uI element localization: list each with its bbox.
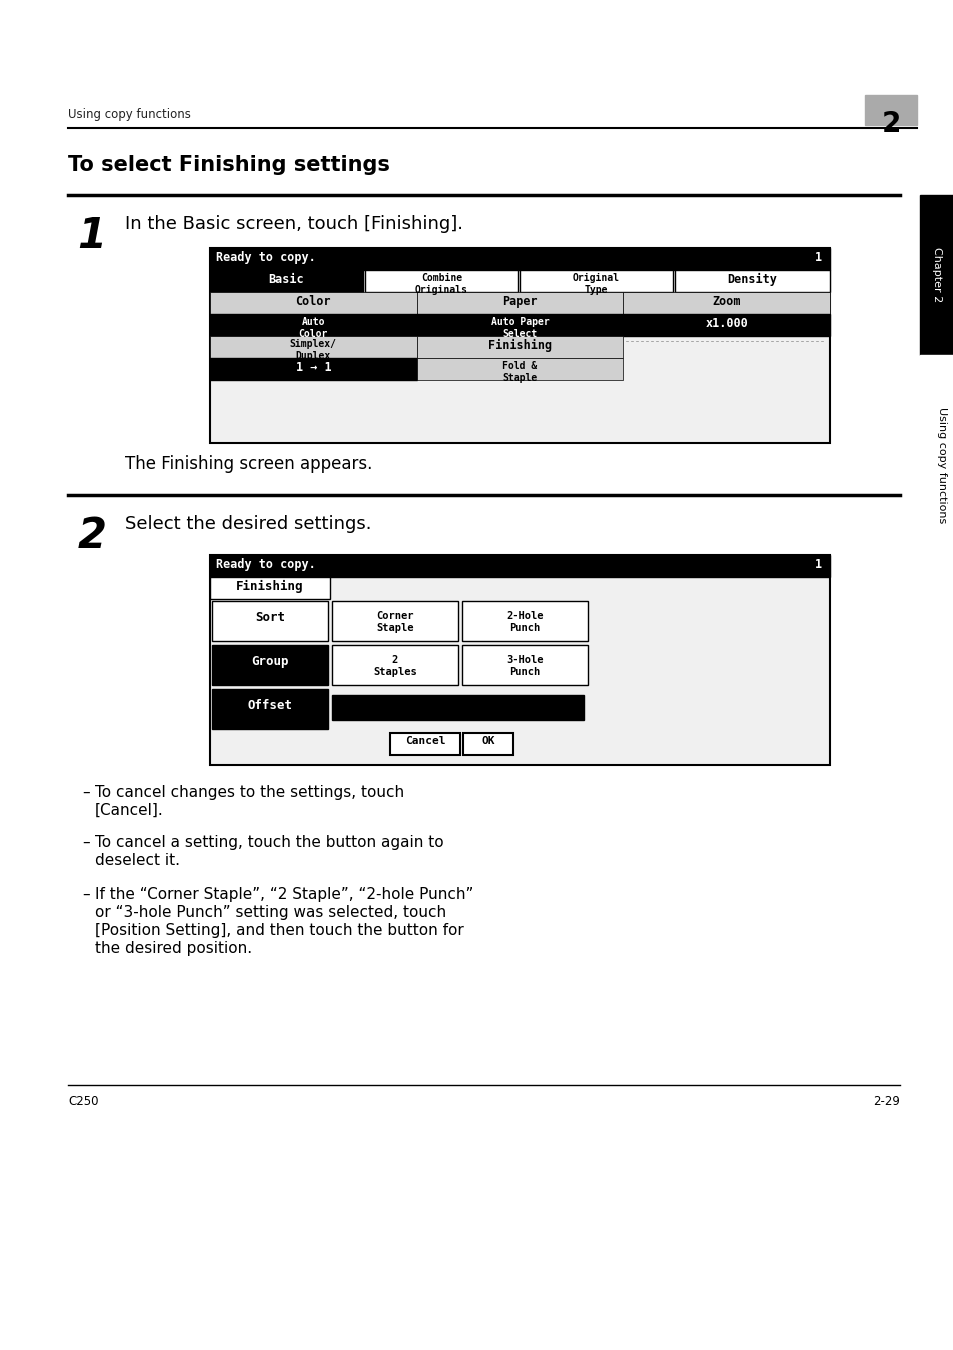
Text: Ready to copy.: Ready to copy. [215, 558, 315, 571]
Bar [461, 645, 587, 684]
Bar [365, 270, 517, 292]
Text: the desired position.: the desired position. [95, 941, 252, 956]
Text: To select Finishing settings: To select Finishing settings [68, 155, 390, 176]
Text: [Cancel].: [Cancel]. [95, 803, 164, 818]
Bar [390, 733, 459, 755]
Bar [675, 270, 829, 292]
Text: Using copy functions: Using copy functions [68, 108, 191, 122]
Text: [Position Setting], and then touch the button for: [Position Setting], and then touch the b… [95, 923, 463, 938]
Bar [212, 601, 328, 641]
Bar [864, 95, 916, 126]
Text: Auto
Color: Auto Color [298, 317, 328, 339]
Bar [210, 292, 416, 315]
Bar [210, 248, 829, 443]
Text: 2: 2 [881, 109, 900, 138]
Text: 2-29: 2-29 [872, 1095, 899, 1108]
Text: C250: C250 [68, 1095, 98, 1108]
Text: The Finishing screen appears.: The Finishing screen appears. [125, 455, 372, 472]
Text: Offset: Offset [247, 699, 293, 711]
Bar [210, 555, 829, 765]
Text: or “3-hole Punch” setting was selected, touch: or “3-hole Punch” setting was selected, … [95, 904, 446, 919]
Text: To cancel changes to the settings, touch: To cancel changes to the settings, touch [95, 784, 404, 801]
Bar [210, 248, 829, 270]
Text: –: – [82, 836, 90, 850]
Bar [416, 315, 622, 336]
Text: Chapter 2: Chapter 2 [931, 247, 941, 302]
Text: 2-Hole
Punch: 2-Hole Punch [506, 612, 543, 633]
Text: Zoom: Zoom [712, 296, 740, 308]
Bar [210, 315, 416, 336]
Bar [461, 601, 587, 641]
Bar [332, 601, 457, 641]
Bar [919, 355, 953, 575]
Text: deselect it.: deselect it. [95, 853, 180, 868]
Text: 3-Hole
Punch: 3-Hole Punch [506, 655, 543, 676]
Text: Color: Color [295, 296, 331, 308]
Text: Finishing: Finishing [236, 580, 303, 593]
Text: Finishing: Finishing [487, 339, 552, 352]
Bar [622, 292, 829, 315]
Bar [622, 315, 829, 336]
Text: Simplex/
Duplex: Simplex/ Duplex [290, 339, 336, 360]
Bar [919, 194, 953, 355]
Bar [210, 336, 416, 358]
Text: 1: 1 [814, 251, 821, 265]
Bar [212, 645, 328, 684]
Bar [212, 688, 328, 729]
Text: 1 → 1: 1 → 1 [295, 360, 331, 374]
Bar [210, 358, 416, 379]
Text: Combine
Originals: Combine Originals [415, 273, 468, 294]
Bar [210, 270, 363, 292]
Text: In the Basic screen, touch [Finishing].: In the Basic screen, touch [Finishing]. [125, 215, 462, 234]
Bar [332, 645, 457, 684]
Text: Auto Paper
Select: Auto Paper Select [490, 317, 549, 339]
Text: x1.000: x1.000 [704, 317, 747, 329]
Bar [332, 695, 583, 720]
Text: 1: 1 [814, 558, 821, 571]
Text: 1: 1 [77, 215, 107, 256]
Bar [416, 358, 622, 379]
Bar [416, 292, 622, 315]
Text: –: – [82, 887, 90, 902]
Text: Using copy functions: Using copy functions [936, 406, 946, 524]
Text: Ready to copy.: Ready to copy. [215, 251, 315, 265]
Bar [416, 336, 622, 358]
Text: If the “Corner Staple”, “2 Staple”, “2-hole Punch”: If the “Corner Staple”, “2 Staple”, “2-h… [95, 887, 473, 902]
Text: Group: Group [251, 655, 289, 668]
Bar [210, 576, 330, 599]
Text: OK: OK [480, 736, 495, 747]
Text: 2: 2 [77, 514, 107, 558]
Text: To cancel a setting, touch the button again to: To cancel a setting, touch the button ag… [95, 836, 443, 850]
Text: Corner
Staple: Corner Staple [375, 612, 414, 633]
Text: 2
Staples: 2 Staples [373, 655, 416, 676]
Text: –: – [82, 784, 90, 801]
Text: Basic: Basic [269, 273, 304, 286]
Text: Cancel: Cancel [404, 736, 445, 747]
Text: Paper: Paper [501, 296, 537, 308]
Bar [210, 555, 829, 576]
Text: Density: Density [727, 273, 777, 286]
Text: Sort: Sort [254, 612, 285, 624]
Bar [519, 270, 672, 292]
Text: Select the desired settings.: Select the desired settings. [125, 514, 371, 533]
Text: Fold &
Staple: Fold & Staple [502, 360, 537, 382]
Bar [462, 733, 513, 755]
Text: Original
Type: Original Type [573, 273, 619, 294]
